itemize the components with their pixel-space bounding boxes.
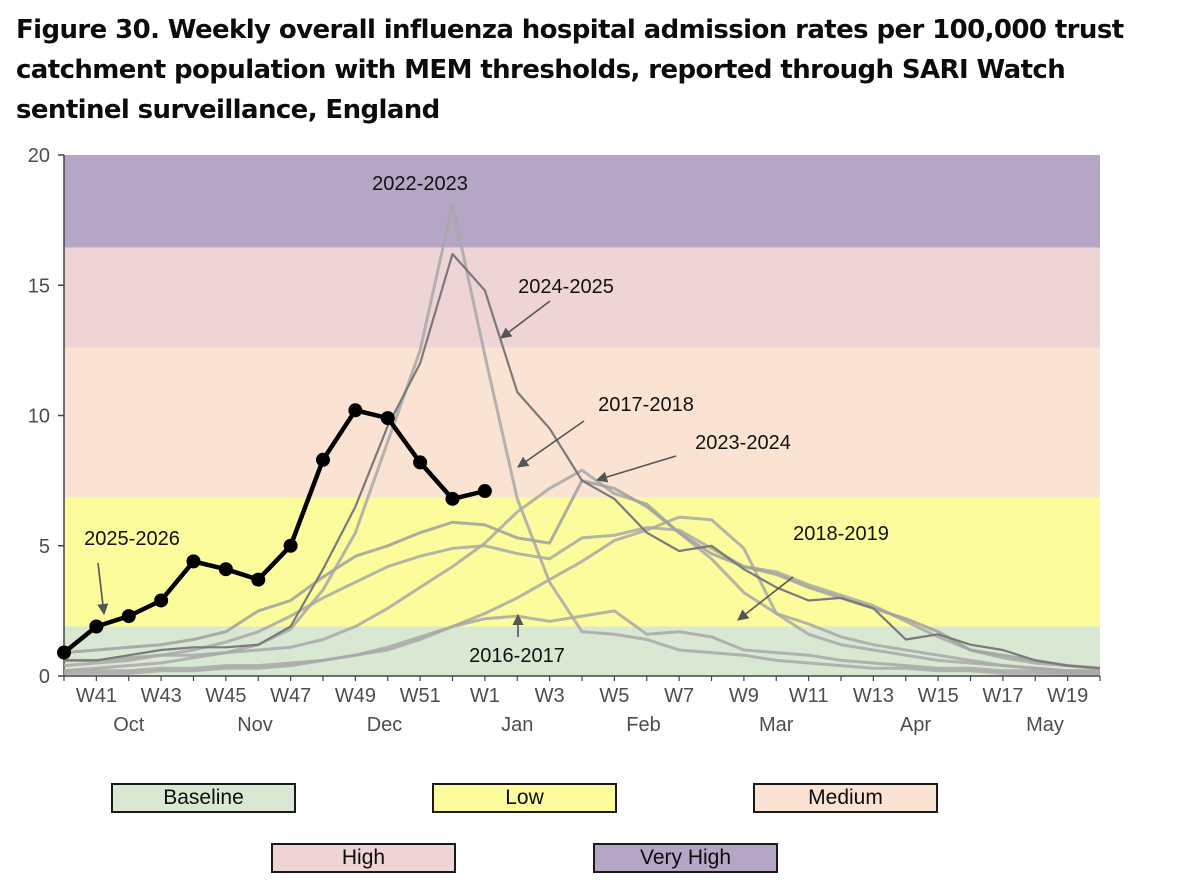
x-tick-label: W9: [729, 685, 759, 707]
data-point-2025-2026: [186, 554, 201, 569]
month-label: Apr: [900, 714, 931, 736]
annotation-2024-2025: 2024-2025: [518, 276, 614, 298]
data-point-2025-2026: [445, 491, 460, 506]
annotation-arrow-2023-2024: [595, 455, 677, 483]
x-tick-label: W43: [141, 685, 182, 707]
x-tick-label: W51: [400, 685, 441, 707]
y-tick-label: 20: [28, 145, 50, 167]
annotation-2022-2023: 2022-2023: [372, 173, 468, 195]
legend-low: Low: [432, 783, 617, 813]
x-tick-label: W49: [335, 685, 376, 707]
series-line-2017-2018: [64, 468, 1100, 673]
x-tick-label: W41: [76, 685, 117, 707]
data-point-2025-2026: [121, 609, 136, 624]
band-high: [64, 247, 1100, 348]
axes: 0 5 10 15 20 W41 W43 W45 W47 W49 W51 W1 W3 W5 W7 W9 W11 W…: [28, 145, 1101, 736]
annotation-arrow-2024-2025: [500, 300, 551, 339]
x-tick-label: W17: [982, 685, 1023, 707]
y-tick-label: 15: [28, 275, 50, 297]
series-line-2024-2025: [64, 252, 1101, 670]
data-point-2025-2026: [477, 484, 492, 499]
legend-baseline: Baseline: [111, 783, 296, 813]
x-tick-label: W13: [853, 685, 894, 707]
series-lines: [57, 203, 1101, 675]
series-line-2022-2023: [63, 203, 1100, 675]
chart-title: Figure 30. Weekly overall influenza hosp…: [16, 15, 1124, 125]
threshold-bands: [64, 155, 1100, 676]
annotation-2017-2018: 2017-2018: [598, 394, 694, 416]
x-tick-label: W47: [270, 685, 311, 707]
month-label: Feb: [626, 714, 660, 736]
annotation-2018-2019: 2018-2019: [793, 523, 889, 545]
data-point-2025-2026: [251, 572, 266, 587]
x-tick-label: W3: [535, 685, 565, 707]
x-tick-label: W15: [918, 685, 959, 707]
annotation-arrow-2025-2026: [97, 562, 109, 616]
data-point-2025-2026: [89, 619, 104, 634]
annotation-2025-2026: 2025-2026: [84, 528, 180, 550]
month-label: Mar: [759, 714, 794, 736]
x-tick-label: W11: [789, 685, 829, 707]
annotation-2023-2024: 2023-2024: [695, 432, 791, 454]
y-tick-label: 10: [28, 406, 50, 428]
data-point-2025-2026: [348, 403, 363, 418]
month-label: Jan: [501, 714, 533, 736]
data-point-2025-2026: [218, 562, 233, 577]
data-point-2025-2026: [57, 645, 71, 660]
series-line-2019-2020: [63, 526, 1101, 670]
month-label: Dec: [367, 714, 403, 736]
series-line-2016-2017: [64, 609, 1100, 675]
legend-very-high: Very High: [593, 843, 778, 873]
annotation-arrow-2017-2018: [517, 420, 585, 468]
x-tick-label: W5: [599, 685, 629, 707]
x-tick-label: W45: [205, 685, 246, 707]
y-tick-label: 5: [39, 536, 50, 558]
month-label: Oct: [113, 714, 145, 736]
x-tick-label: W7: [664, 685, 694, 707]
legend-high: High: [271, 843, 456, 873]
x-tick-label: W19: [1047, 685, 1088, 707]
legend-medium: Medium: [753, 783, 938, 813]
data-point-2025-2026: [380, 411, 395, 426]
annotation-arrow-2018-2019: [737, 576, 794, 621]
data-point-2025-2026: [154, 593, 169, 608]
data-point-2025-2026: [413, 455, 428, 470]
data-point-2025-2026: [316, 452, 330, 467]
data-point-2025-2026: [283, 538, 298, 553]
month-label: Nov: [237, 714, 273, 736]
band-very-high: [64, 155, 1100, 248]
x-tick-label: W1: [470, 685, 500, 707]
series-line-2018-2019: [64, 515, 1100, 673]
annotation-2016-2017: 2016-2017: [469, 645, 565, 667]
month-label: May: [1026, 714, 1064, 736]
y-tick-label: 0: [39, 666, 50, 688]
